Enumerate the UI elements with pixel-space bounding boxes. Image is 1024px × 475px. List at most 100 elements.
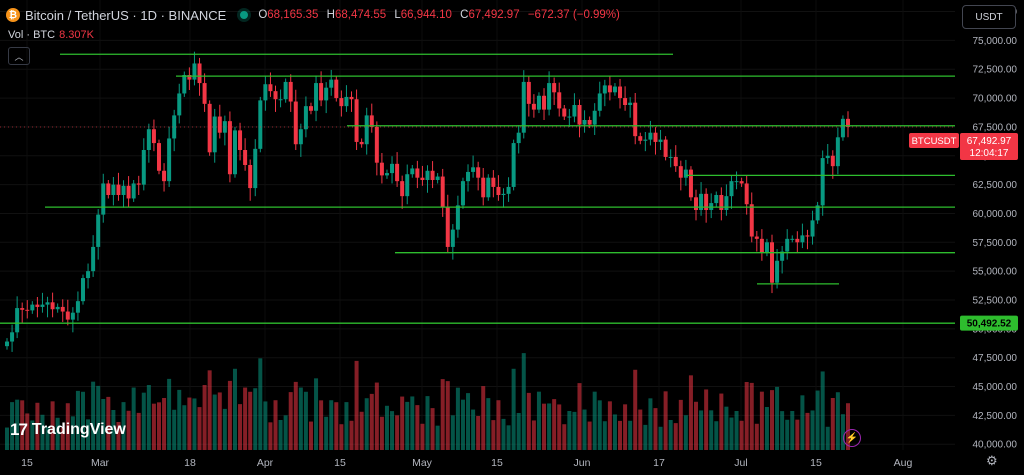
volume-bar bbox=[177, 389, 182, 450]
symbol-title[interactable]: Bitcoin / TetherUS · 1D · BINANCE bbox=[25, 7, 227, 23]
candle-body bbox=[5, 341, 9, 347]
time-tick-label: Aug bbox=[894, 457, 913, 469]
candle-body bbox=[597, 93, 602, 111]
candle-body bbox=[248, 165, 253, 189]
candle-body bbox=[521, 81, 526, 133]
volume-bar bbox=[557, 404, 562, 450]
candle-body bbox=[263, 84, 268, 101]
candle-body bbox=[405, 174, 410, 197]
price-tick-label: 67,500.00 bbox=[973, 122, 1018, 133]
volume-bar bbox=[263, 401, 268, 450]
volume-bar bbox=[369, 393, 374, 450]
symbol-tag: BTCUSDT bbox=[912, 136, 957, 147]
volume-bar bbox=[577, 383, 582, 450]
candle-body bbox=[384, 173, 389, 176]
candle-body bbox=[557, 92, 562, 109]
candle-body bbox=[334, 79, 339, 99]
volume-bar bbox=[688, 375, 693, 450]
candle-body bbox=[425, 170, 430, 180]
volume-bar bbox=[349, 420, 354, 450]
high-label: H bbox=[326, 9, 335, 21]
volume-bar bbox=[395, 415, 400, 450]
volume-legend[interactable]: Vol · BTC 8.307K bbox=[8, 29, 94, 41]
volume-bar bbox=[471, 409, 476, 450]
candle-body bbox=[253, 148, 258, 189]
candle-body bbox=[775, 260, 780, 283]
volume-bar bbox=[405, 401, 410, 450]
gear-icon[interactable]: ⚙ bbox=[986, 453, 998, 468]
candle-body bbox=[638, 136, 643, 141]
candle-body bbox=[339, 98, 344, 107]
time-tick-label: 15 bbox=[810, 457, 822, 469]
candle-body bbox=[547, 83, 552, 110]
support-resistance-lines[interactable] bbox=[0, 53, 960, 324]
volume-bar bbox=[770, 390, 775, 450]
volume-bar bbox=[435, 425, 440, 450]
volume-bar bbox=[562, 424, 567, 450]
volume-bar bbox=[308, 421, 313, 450]
candle-body bbox=[116, 184, 121, 195]
volume-bar bbox=[623, 404, 628, 450]
volume-bar bbox=[182, 405, 187, 450]
candle-body bbox=[151, 129, 156, 144]
volume-bar bbox=[319, 400, 324, 450]
candle-body bbox=[688, 169, 693, 198]
chevron-up-icon[interactable]: ︿ bbox=[8, 47, 30, 65]
candle-body bbox=[207, 103, 212, 153]
volume-bar bbox=[5, 427, 9, 450]
price-tick-label: 47,500.00 bbox=[973, 353, 1018, 364]
volume-bar bbox=[359, 411, 364, 450]
symbol-tag-bg bbox=[909, 133, 959, 148]
candle-body bbox=[283, 81, 288, 100]
candle-body bbox=[759, 238, 764, 253]
volume-bar bbox=[587, 421, 592, 450]
time-axis[interactable]: 15 Mar 18 Apr 15 May 15 Jun 17 Jul 15 Aug bbox=[21, 457, 912, 469]
candle-body bbox=[288, 81, 293, 102]
volume-bar bbox=[582, 409, 587, 450]
candle-body bbox=[531, 103, 536, 110]
volume-bar bbox=[638, 409, 643, 450]
candle-body bbox=[364, 115, 369, 145]
time-tick-label: Mar bbox=[91, 457, 110, 469]
low-value: 66,944.10 bbox=[400, 9, 452, 21]
volume-bar bbox=[374, 382, 379, 450]
volume-bar bbox=[830, 398, 835, 450]
currency-button[interactable]: USDT bbox=[962, 5, 1016, 29]
volume-bar bbox=[384, 405, 389, 450]
lightning-icon[interactable]: ⚡ bbox=[843, 429, 861, 447]
volume-bar bbox=[785, 419, 790, 450]
candle-body bbox=[15, 308, 20, 333]
volume-bar bbox=[268, 422, 273, 450]
candle-body bbox=[192, 63, 197, 80]
price-tick-label: 42,500.00 bbox=[973, 411, 1018, 422]
candle-body bbox=[612, 86, 617, 93]
tradingview-logo[interactable]: 17 TradingView bbox=[10, 420, 126, 440]
volume-bar bbox=[481, 386, 486, 450]
candle-body bbox=[572, 105, 577, 117]
bar-countdown: 12:04:17 bbox=[970, 148, 1009, 159]
volume-bar bbox=[293, 381, 298, 450]
volume-bar bbox=[400, 396, 405, 450]
candle-body bbox=[172, 115, 177, 139]
volume-bar bbox=[273, 400, 278, 450]
candle-body bbox=[359, 141, 364, 145]
price-axis[interactable]: 77,500.0075,000.0072,500.0070,000.0067,5… bbox=[955, 0, 1024, 451]
candle-body bbox=[542, 95, 547, 110]
volume-bar bbox=[20, 400, 25, 450]
time-tick-label: May bbox=[412, 457, 433, 469]
candle-body bbox=[562, 108, 567, 117]
candle-body bbox=[156, 143, 161, 171]
candle-body bbox=[65, 311, 70, 320]
candle-body bbox=[780, 251, 785, 261]
candle-body bbox=[379, 162, 384, 176]
volume-bar bbox=[222, 408, 227, 450]
candle-body bbox=[308, 106, 313, 111]
market-status-icon[interactable] bbox=[240, 11, 249, 19]
volume-bar bbox=[805, 412, 810, 450]
volume-bar bbox=[643, 424, 648, 450]
candle-body bbox=[633, 102, 638, 137]
symbol-header[interactable]: ₿ Bitcoin / TetherUS · 1D · BINANCE O68,… bbox=[6, 6, 625, 24]
candle-body bbox=[450, 229, 455, 247]
current-price-label: 67,492.97 bbox=[967, 136, 1012, 147]
